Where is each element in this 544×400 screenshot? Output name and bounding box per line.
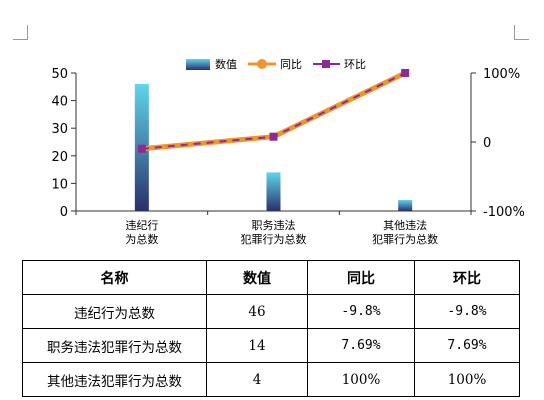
cell-mom: 7.69% (414, 328, 520, 363)
y-right-tick-label: 100% (483, 67, 520, 82)
cell-mom: -9.8% (414, 294, 520, 329)
category-label: 其他违法犯罪行为总数 (372, 218, 438, 246)
cell-value: 14 (206, 328, 308, 363)
header-yoy: 同比 (307, 260, 415, 295)
cell-name: 职务违法犯罪行为总数 (22, 328, 207, 363)
y-left-tick-label: 50 (51, 67, 68, 82)
table-row: 职务违法犯罪行为总数 14 7.69% 7.69% (22, 328, 520, 363)
point-marker (137, 144, 146, 153)
legend-label: 同比 (280, 58, 302, 71)
header-name: 名称 (22, 260, 207, 295)
point-marker (269, 132, 278, 141)
cell-name: 违纪行为总数 (22, 294, 207, 329)
data-table: 名称 数值 同比 环比 违纪行为总数 46 -9.8% -9.8% 职务违法犯罪… (22, 260, 520, 397)
cell-mom: 100% (414, 362, 520, 397)
table-row: 违纪行为总数 46 -9.8% -9.8% (22, 294, 520, 329)
cell-value: 4 (206, 362, 308, 397)
bar (398, 199, 413, 211)
header-mom: 环比 (414, 260, 520, 295)
legend-label: 数值 (215, 58, 237, 71)
category-label: 职务违法犯罪行为总数 (241, 218, 307, 246)
y-right-tick-label: 0 (483, 136, 491, 151)
bar (266, 172, 281, 211)
cell-yoy: 7.69% (307, 328, 415, 363)
header-value: 数值 (206, 260, 308, 295)
category-label: 违纪行为总数 (125, 219, 158, 246)
cell-name: 其他违法犯罪行为总数 (22, 362, 207, 397)
y-right-tick-label: -100% (483, 205, 525, 220)
legend-label: 环比 (344, 58, 366, 71)
table-header-row: 名称 数值 同比 环比 (22, 260, 520, 295)
y-left-tick-label: 20 (51, 150, 68, 165)
y-left-tick-label: 0 (60, 205, 68, 220)
legend-marker (257, 59, 267, 69)
point-marker (401, 69, 410, 77)
page-corner-mark-right (514, 25, 529, 40)
legend-swatch-bar (186, 59, 210, 70)
table-row: 其他违法犯罪行为总数 4 100% 100% (22, 362, 520, 397)
cell-yoy: -9.8% (307, 294, 415, 329)
y-left-tick-label: 10 (51, 177, 68, 192)
cell-yoy: 100% (307, 362, 415, 397)
y-left-tick-label: 30 (51, 122, 68, 137)
legend-marker (322, 60, 330, 68)
y-left-tick-label: 40 (51, 95, 68, 110)
page-corner-mark-left (13, 25, 28, 40)
combo-chart: 0 10 20 30 40 50 -100% 0 100% 违纪行为总数 职务违法犯罪行为总数 其他违… (51, 58, 525, 246)
cell-value: 46 (206, 294, 308, 329)
